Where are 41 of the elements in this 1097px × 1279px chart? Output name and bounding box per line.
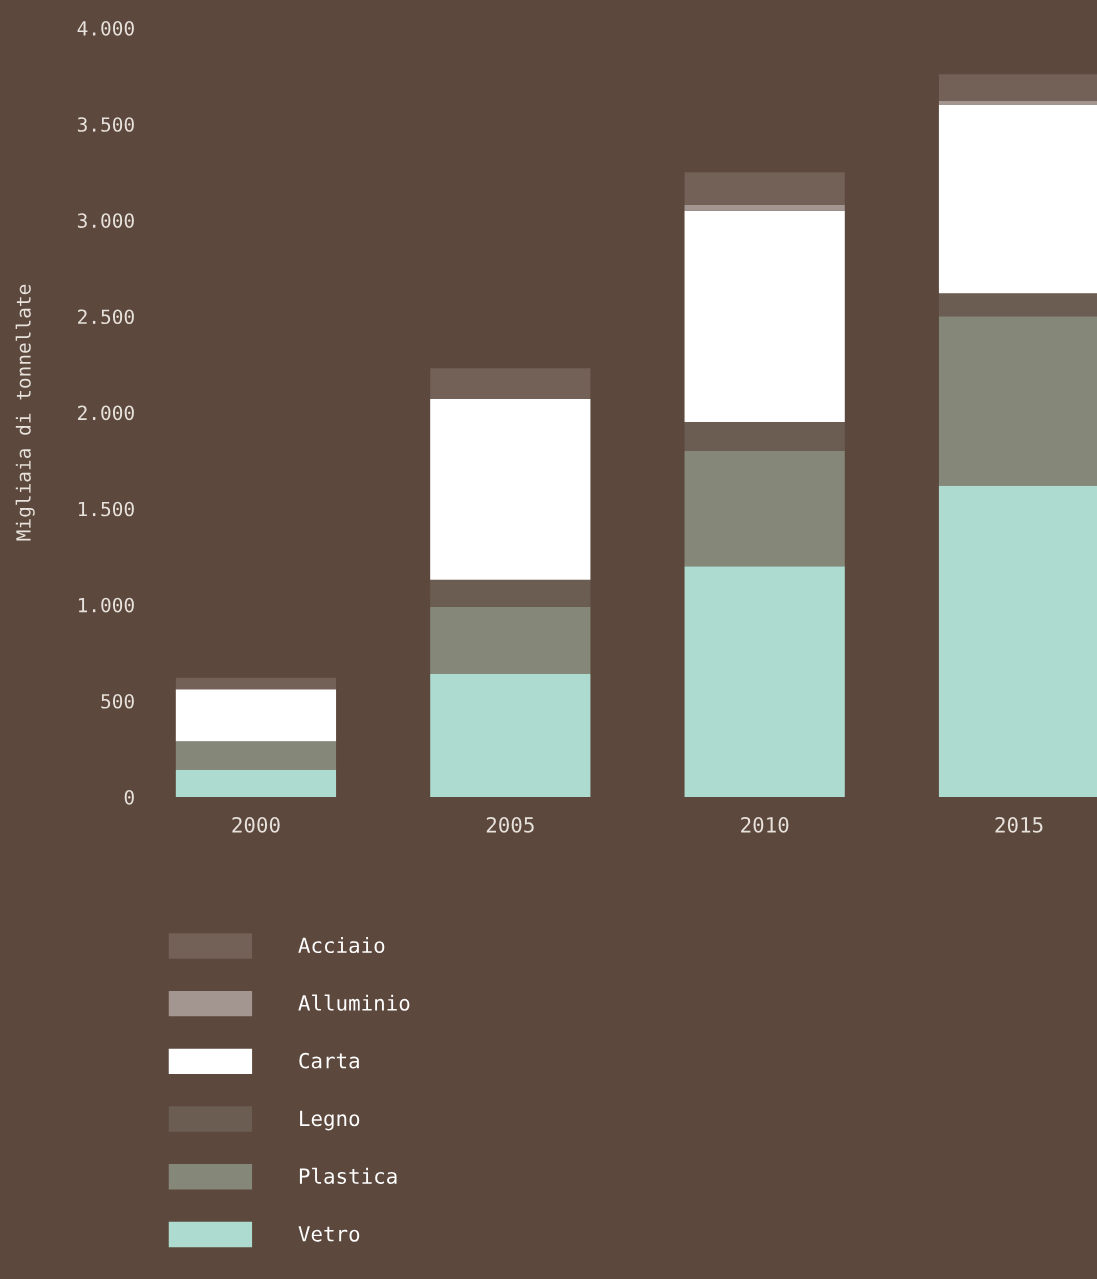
bar <box>938 485 1097 797</box>
x-tick-label: 2015 <box>995 816 1043 833</box>
bar <box>684 450 845 567</box>
bar <box>684 204 845 211</box>
y-tick-label: 2.500 <box>78 309 134 325</box>
bar <box>175 689 337 742</box>
bar <box>938 104 1097 294</box>
y-tick-label: 1.000 <box>78 597 134 613</box>
y-tick-label: 4.000 <box>77 21 134 36</box>
bar <box>938 293 1097 317</box>
x-tick-label: 2000 <box>232 816 280 833</box>
bar <box>684 210 845 423</box>
y-tick-label: 2.000 <box>78 405 134 421</box>
x-tick-label: 2010 <box>741 816 789 833</box>
y-tick-label: 3.500 <box>77 117 134 132</box>
bar <box>938 74 1097 102</box>
bar <box>175 770 337 797</box>
bar <box>684 566 845 797</box>
bar <box>684 422 845 451</box>
legend-label: Acciaio <box>298 936 385 954</box>
legend-label: Plastica <box>299 1167 397 1184</box>
bar <box>430 399 591 580</box>
bar <box>175 677 337 690</box>
legend-label: Carta <box>299 1052 359 1069</box>
bar <box>430 606 591 674</box>
bar <box>938 316 1097 486</box>
legend-label: Vetro <box>298 1226 360 1242</box>
y-tick-label: 0 <box>124 790 134 805</box>
legend-label: Legno <box>300 1110 360 1131</box>
bar <box>938 101 1097 105</box>
legend-label: Alluminio <box>298 994 410 1011</box>
y-tick-label: 500 <box>101 693 134 709</box>
bar <box>430 579 591 607</box>
bar <box>175 741 337 771</box>
x-tick-label: 2005 <box>486 816 534 833</box>
bar <box>684 172 845 205</box>
bar <box>430 368 591 400</box>
y-axis-title: Migliaia di tonnellate <box>15 284 35 541</box>
y-tick-label: 3.000 <box>77 213 134 228</box>
y-tick-label: 1.500 <box>78 501 134 517</box>
bar <box>430 673 591 797</box>
